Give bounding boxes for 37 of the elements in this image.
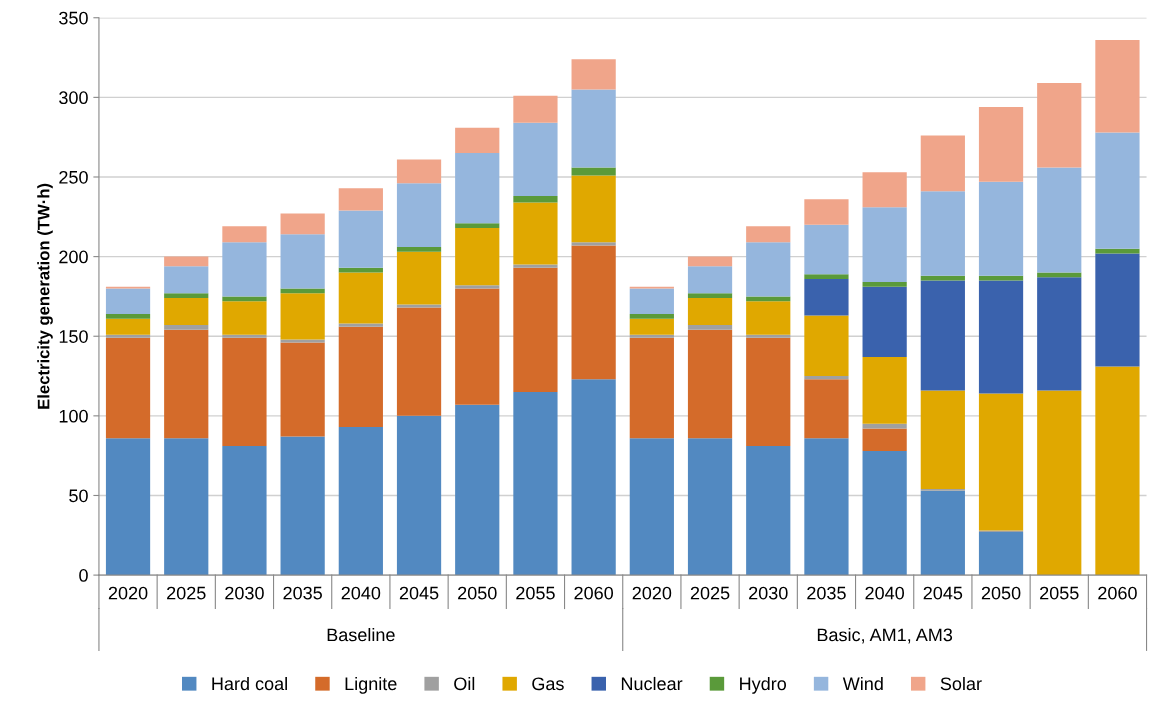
x-tick-label: 2050: [458, 586, 497, 600]
legend-label: Lignite: [345, 676, 397, 694]
text: Basic, AM1, AM3: [817, 627, 953, 644]
x-tick-label: 2045: [399, 586, 439, 600]
x-tick-label: 2020: [632, 586, 672, 600]
x-tick-label: 2030: [225, 586, 264, 600]
x-tick-label: 2060: [1098, 586, 1137, 600]
legend-label: Hydro: [740, 676, 787, 694]
y-axis-title: Electricity generation (TW·h): [37, 183, 53, 409]
x-tick-label: 2045: [923, 586, 963, 600]
legend-label: Nuclear: [621, 676, 683, 691]
x-tick-label: 2035: [283, 586, 322, 600]
y-tick-label: 50: [69, 489, 88, 503]
x-tick-label: 2030: [749, 586, 788, 600]
x-tick-label: 2020: [108, 586, 148, 600]
legend-label: Solar: [940, 676, 982, 691]
x-tick-label: 2035: [807, 586, 846, 600]
x-tick-label: 2040: [865, 586, 905, 600]
y-tick-label: 100: [59, 409, 88, 423]
x-tick-label: 2025: [167, 586, 206, 600]
x-tick-label: 2055: [1040, 586, 1079, 600]
y-tick-label: 250: [59, 170, 88, 184]
legend-label: Wind: [842, 676, 883, 691]
x-tick-label: 2055: [516, 586, 555, 600]
y-tick-label: 300: [59, 91, 88, 105]
y-tick-label: 0: [79, 569, 88, 582]
y-tick-label: 150: [59, 330, 88, 343]
x-tick-label: 2060: [574, 586, 614, 600]
x-tick-label: 2050: [981, 586, 1021, 600]
text: Baseline: [327, 627, 395, 642]
x-tick-label: 2025: [690, 586, 730, 600]
y-tick-label: 200: [59, 250, 88, 264]
legend-label: Oil: [454, 676, 475, 691]
legend-label: Gas: [532, 677, 564, 691]
y-tick-label: 350: [59, 11, 88, 25]
x-tick-label: 2040: [341, 586, 381, 600]
legend-label: Hard coal: [212, 676, 287, 691]
